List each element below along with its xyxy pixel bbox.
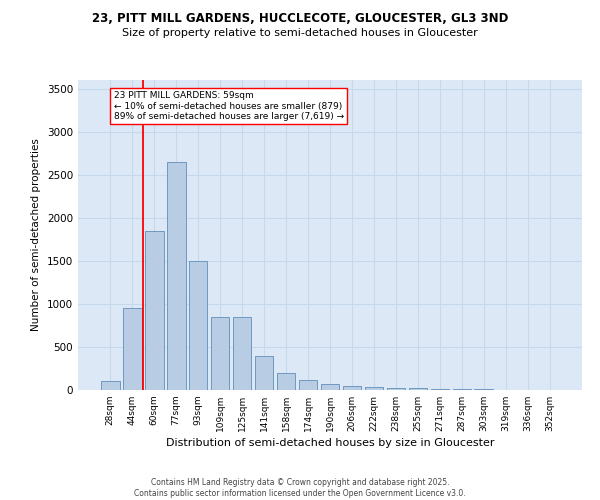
Bar [123,308,142,390]
Bar [343,386,361,390]
Bar [452,389,471,390]
Bar [211,317,229,390]
Bar [233,317,251,390]
Bar [145,230,164,390]
Bar [277,373,295,390]
Y-axis label: Number of semi-detached properties: Number of semi-detached properties [31,138,41,332]
Bar [365,387,383,390]
Text: Contains HM Land Registry data © Crown copyright and database right 2025.
Contai: Contains HM Land Registry data © Crown c… [134,478,466,498]
Bar [167,162,185,390]
Bar [299,380,317,390]
Bar [431,388,449,390]
Bar [101,382,119,390]
Bar [386,388,405,390]
Text: Size of property relative to semi-detached houses in Gloucester: Size of property relative to semi-detach… [122,28,478,38]
Text: 23 PITT MILL GARDENS: 59sqm
← 10% of semi-detached houses are smaller (879)
89% : 23 PITT MILL GARDENS: 59sqm ← 10% of sem… [113,91,344,121]
Bar [189,261,208,390]
Bar [320,384,340,390]
Text: 23, PITT MILL GARDENS, HUCCLECOTE, GLOUCESTER, GL3 3ND: 23, PITT MILL GARDENS, HUCCLECOTE, GLOUC… [92,12,508,26]
Bar [409,388,427,390]
X-axis label: Distribution of semi-detached houses by size in Gloucester: Distribution of semi-detached houses by … [166,438,494,448]
Bar [255,356,274,390]
